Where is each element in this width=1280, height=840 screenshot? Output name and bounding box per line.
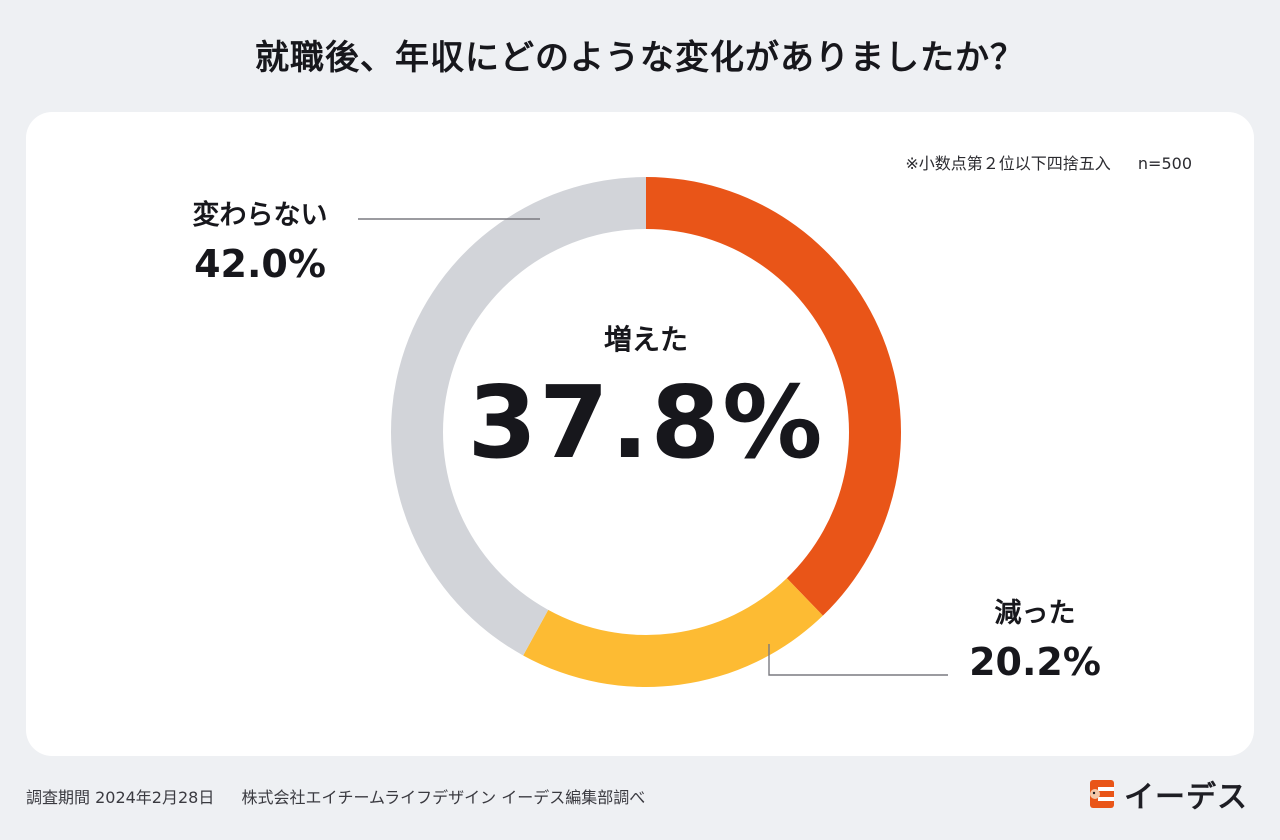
footer: 調査期間 2024年2月28日 株式会社エイチームライフデザイン イーデス編集部… xyxy=(26,784,645,808)
sample-size: n=500 xyxy=(1137,154,1192,173)
page-title: 就職後、年収にどのような変化がありましたか？ xyxy=(255,38,1025,78)
leader-line-decreased xyxy=(768,644,948,676)
rounding-note: ※小数点第２位以下四捨五入 xyxy=(905,154,1111,173)
label-decreased: 減った 20.2% xyxy=(950,598,1120,686)
survey-source: 株式会社エイチームライフデザイン イーデス編集部調べ xyxy=(241,788,646,807)
label-unchanged: 変わらない 42.0% xyxy=(160,200,360,288)
logo-mark-icon xyxy=(1090,780,1114,808)
survey-period: 調査期間 2024年2月28日 xyxy=(26,788,215,807)
slice-increased xyxy=(646,177,902,616)
brand-logo[interactable]: イーデス xyxy=(1088,772,1248,816)
label-decreased-name: 減った xyxy=(994,598,1076,629)
center-label: 増えた 37.8% xyxy=(446,318,846,481)
center-label-value: 37.8% xyxy=(467,364,825,481)
center-label-name: 増えた xyxy=(603,323,688,356)
slice-unchanged xyxy=(391,177,646,656)
label-unchanged-value: 42.0% xyxy=(194,242,326,287)
slice-decreased xyxy=(523,578,823,687)
chart-note: ※小数点第２位以下四捨五入 n=500 xyxy=(905,150,1192,174)
label-decreased-value: 20.2% xyxy=(969,640,1101,685)
label-unchanged-name: 変わらない xyxy=(192,200,328,231)
logo-text: イーデス xyxy=(1124,780,1248,815)
